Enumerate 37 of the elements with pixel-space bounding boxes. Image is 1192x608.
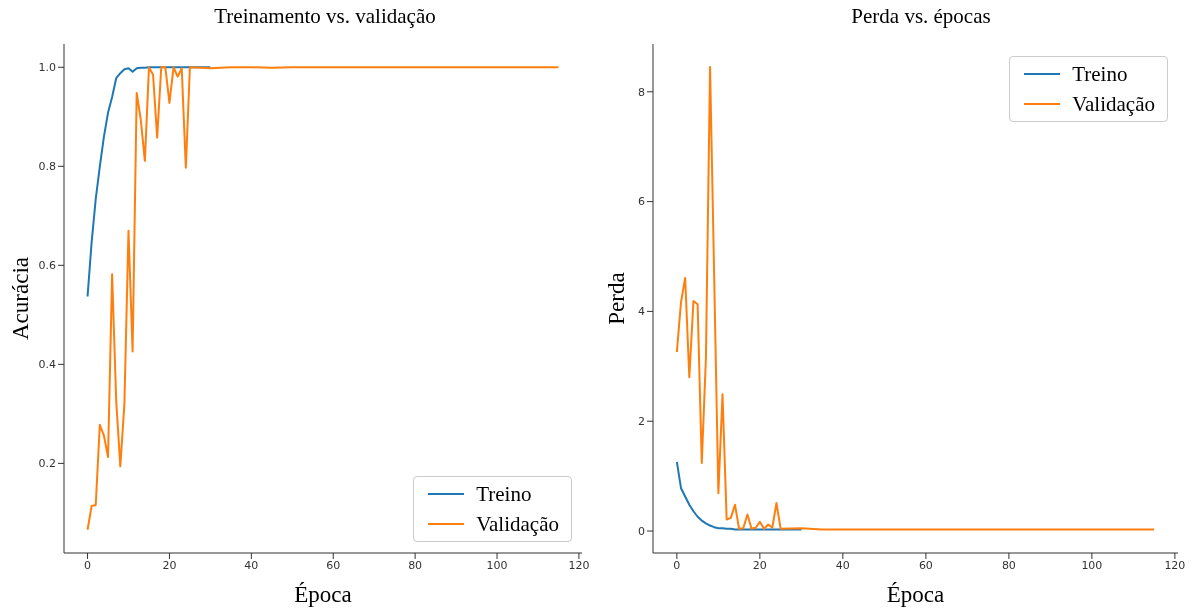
y-tick-label: 0.2 [38,457,56,471]
x-tick-label: 60 [326,558,341,572]
legend-label: Validação [1072,91,1155,118]
chart-title: Treinamento vs. validação [213,4,437,29]
y-axis-title: Acurácia [8,257,34,340]
legend-label: Validação [476,511,559,538]
x-tick-label: 20 [162,558,177,572]
y-axis-title: Perda [604,272,630,325]
y-tick-label: 0.4 [38,358,56,372]
x-tick-label: 20 [752,558,767,572]
x-axis-title: Época [294,582,352,607]
x-tick-label: 100 [486,558,508,572]
y-tick-label: 1.0 [38,61,56,75]
y-tick-label: 8 [638,85,645,99]
x-tick-label: 80 [1001,558,1016,572]
y-tick-label: 0.6 [38,259,56,273]
x-tick-label: 120 [568,558,590,572]
y-tick-label: 6 [638,195,645,209]
x-tick-label: 0 [673,558,681,572]
line-series [675,66,1156,531]
x-tick-label: 120 [1164,558,1186,572]
line-series [86,66,212,298]
x-tick-label: 80 [408,558,423,572]
y-tick-label: 4 [638,305,645,319]
x-tick-label: 40 [835,558,850,572]
x-tick-label: 0 [84,558,92,572]
x-tick-label: 60 [918,558,933,572]
legend-label: Treino [1072,61,1128,88]
y-tick-label: 0.8 [38,160,56,174]
chart-title: Perda vs. épocas [850,4,992,29]
y-tick-label: 0 [638,524,645,538]
legend-label: Treino [476,481,532,508]
x-tick-label: 40 [244,558,259,572]
x-axis-title: Época [886,582,945,607]
x-tick-label: 100 [1081,558,1103,572]
line-series [675,460,803,531]
y-tick-label: 2 [638,415,645,429]
